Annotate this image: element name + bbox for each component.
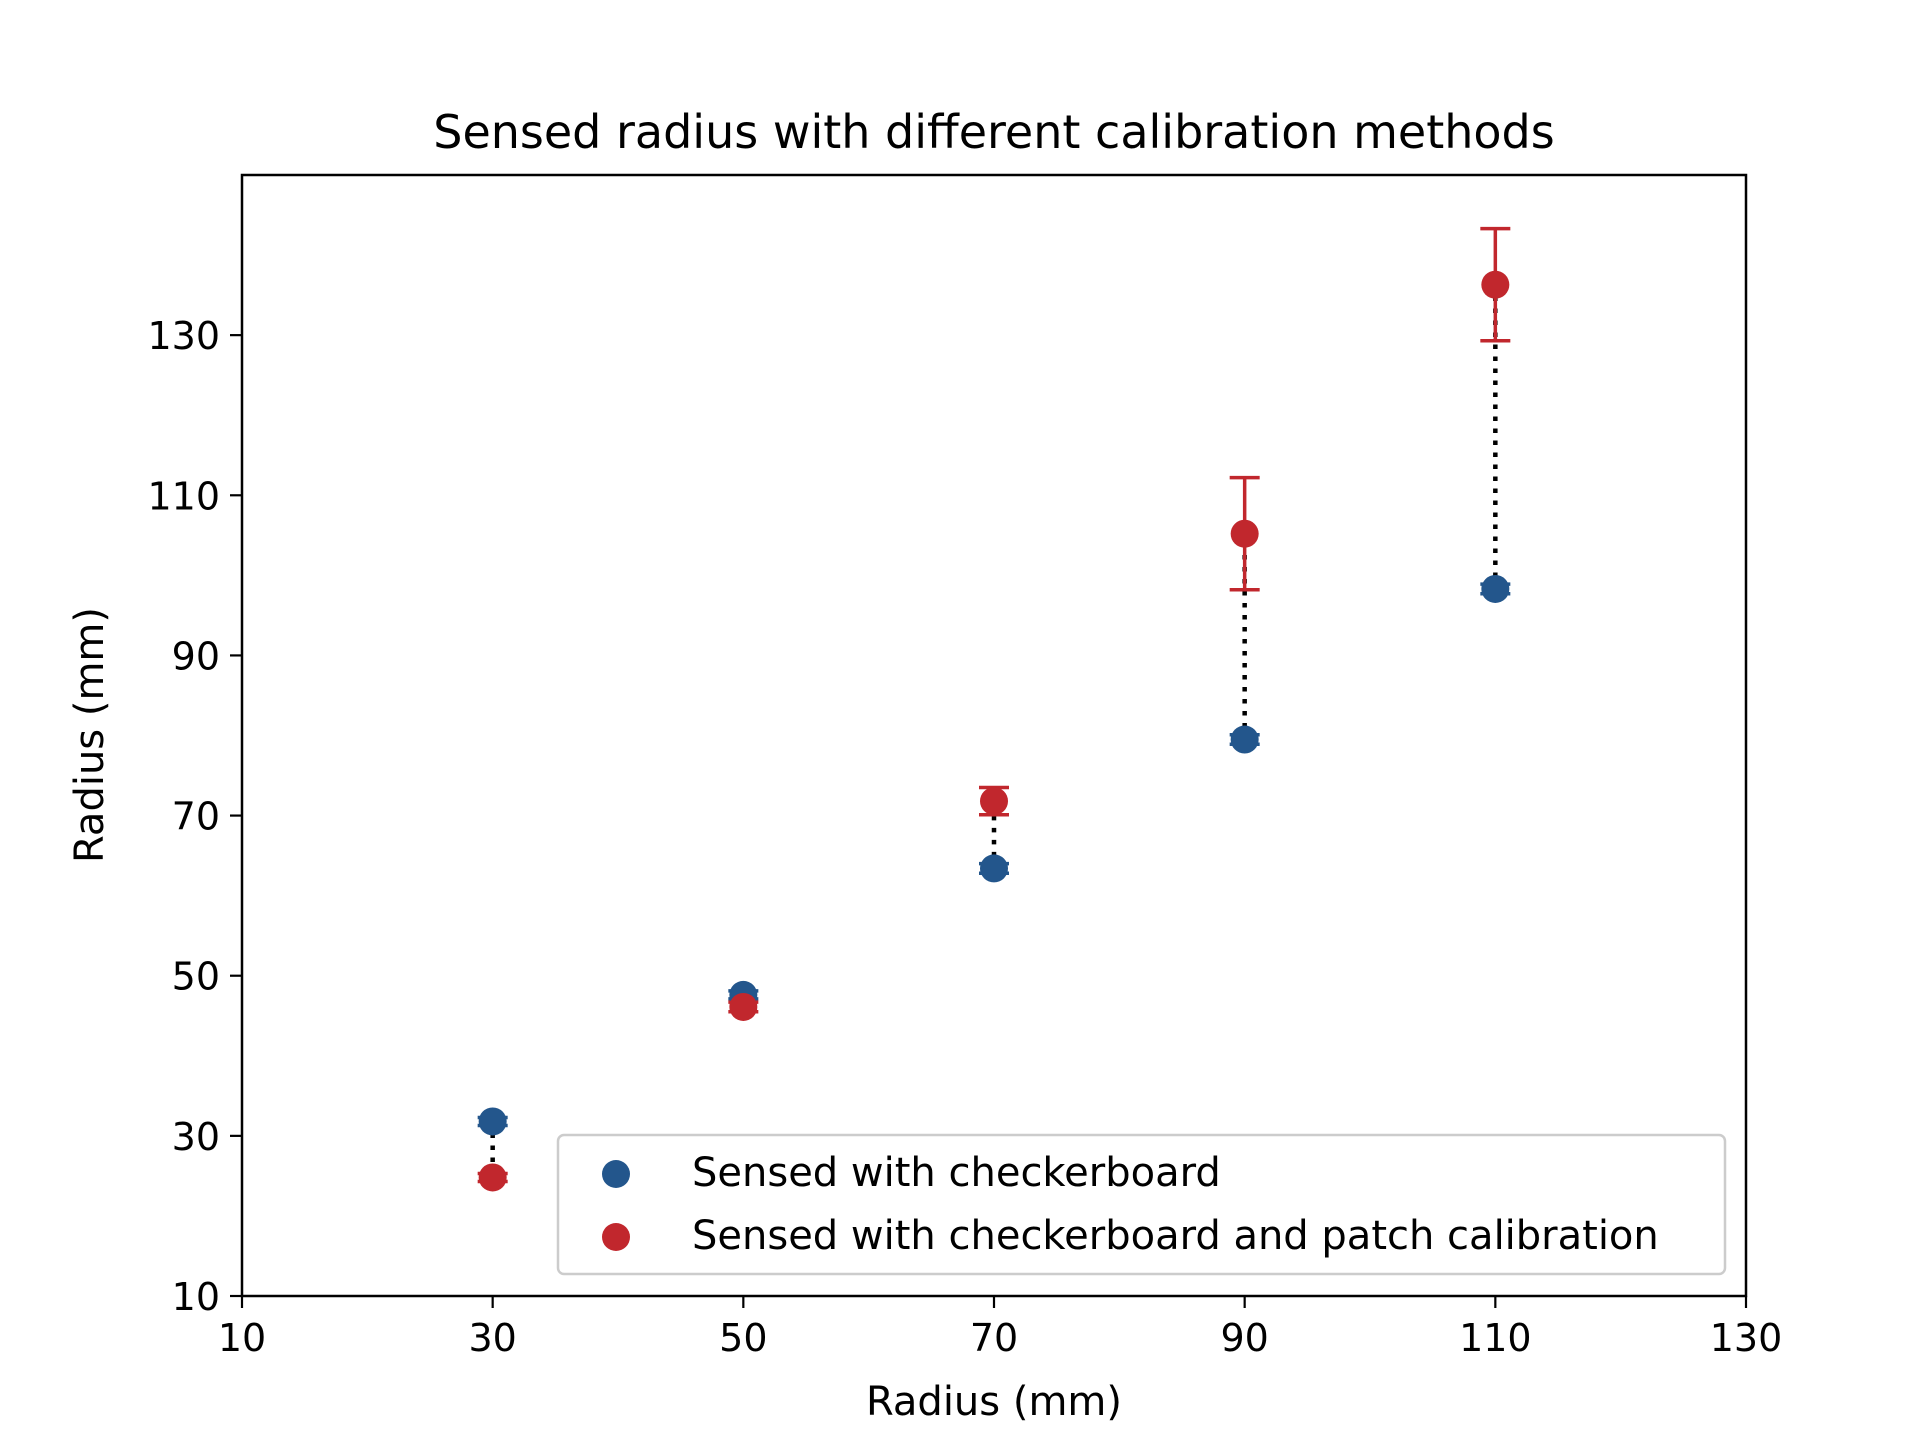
y-tick-label: 50: [172, 955, 220, 999]
y-tick-label: 90: [172, 634, 220, 678]
x-tick-label: 70: [970, 1316, 1018, 1360]
x-tick-label: 10: [218, 1316, 266, 1360]
point-patch-calibration: [1481, 270, 1510, 299]
y-tick-label: 10: [172, 1275, 220, 1319]
legend-marker-checkerboard: [602, 1160, 630, 1188]
legend-box: [556, 1133, 1727, 1276]
legend-marker-patch-calibration: [602, 1223, 630, 1251]
chart-title: Sensed radius with different calibration…: [433, 105, 1554, 159]
y-tick-label: 30: [172, 1115, 220, 1159]
point-checkerboard: [478, 1107, 507, 1136]
point-checkerboard: [1481, 574, 1510, 603]
x-axis-label: Radius (mm): [866, 1379, 1122, 1425]
legend-label-patch-calibration: Sensed with checkerboard and patch calib…: [692, 1213, 1659, 1259]
legend-label-checkerboard: Sensed with checkerboard: [692, 1150, 1221, 1196]
x-tick-label: 90: [1220, 1316, 1268, 1360]
x-tick-label: 110: [1459, 1316, 1532, 1360]
point-checkerboard: [980, 854, 1008, 883]
point-patch-calibration: [729, 992, 758, 1021]
x-tick-label: 130: [1710, 1316, 1783, 1360]
y-tick-label: 110: [147, 474, 220, 518]
y-tick-label: 70: [172, 795, 220, 839]
y-axis-label: Radius (mm): [67, 607, 113, 863]
legend: Sensed with checkerboard Sensed with che…: [556, 1133, 1727, 1276]
point-patch-calibration: [980, 787, 1008, 816]
data-points: [478, 270, 1510, 1192]
y-tick-label: 130: [147, 314, 220, 358]
x-tick-label: 50: [719, 1316, 767, 1360]
point-checkerboard: [1230, 725, 1259, 754]
x-axis-ticks: 10 30 50 70 90 110 130: [218, 1296, 1782, 1360]
point-patch-calibration: [478, 1163, 507, 1192]
point-patch-calibration: [1230, 519, 1259, 548]
y-axis-ticks: 10 30 50 70 90 110 130: [147, 314, 242, 1319]
x-tick-label: 30: [468, 1316, 516, 1360]
